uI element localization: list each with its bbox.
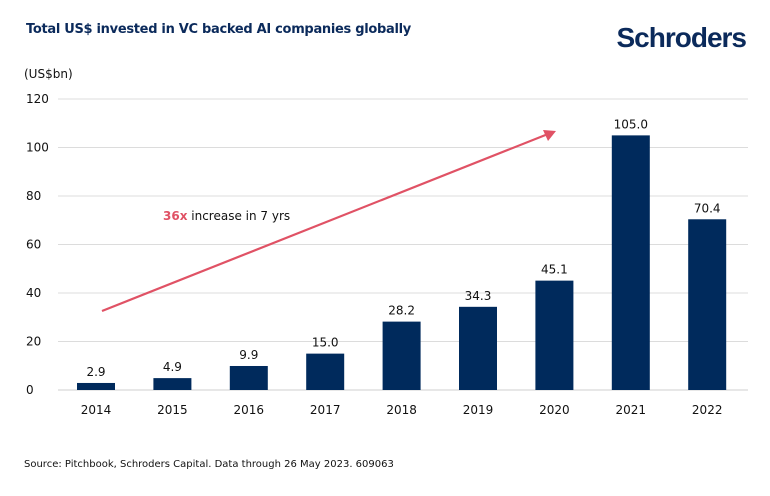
y-tick-label: 80 [26,189,41,203]
bar-2014 [77,382,115,390]
data-label: 70.4 [694,201,721,215]
y-axis-unit-label: (US$bn) [24,67,73,81]
data-label: 2.9 [86,365,105,379]
x-tick-label: 2021 [616,403,647,417]
y-tick-label: 0 [26,383,34,397]
data-label: 28.2 [388,304,415,318]
data-label: 34.3 [465,289,492,303]
source-note: Source: Pitchbook, Schroders Capital. Da… [24,459,394,470]
arrow-head-icon [543,130,556,141]
data-label: 45.1 [541,263,568,277]
bar-2015 [153,378,192,390]
data-label: 105.0 [614,117,648,131]
x-tick-label: 2017 [310,403,341,417]
x-tick-label: 2018 [386,403,417,417]
bar-2020 [535,280,574,390]
y-tick-label: 20 [26,335,41,349]
bar-2016 [229,365,268,390]
bar-2019 [459,306,497,390]
data-label: 4.9 [163,360,182,374]
data-label: 15.0 [312,336,339,350]
x-tick-label: 2020 [539,403,570,417]
y-tick-label: 120 [26,92,49,106]
chart-title: Total US$ invested in VC backed AI compa… [26,22,411,37]
y-tick-label: 100 [26,141,49,155]
x-tick-label: 2022 [692,403,723,417]
growth-annotation: 36x increase in 7 yrs [163,209,290,223]
bar-2018 [382,321,421,390]
growth-text: increase in 7 yrs [187,209,291,223]
growth-multiple: 36x [163,209,188,223]
data-label: 9.9 [239,348,258,362]
x-tick-label: 2019 [463,403,494,417]
x-tick-label: 2015 [157,403,188,417]
y-tick-label: 40 [26,286,41,300]
bar-2021 [611,135,650,390]
bar-2017 [306,353,345,390]
trend-arrow-line [101,132,549,313]
y-tick-label: 60 [26,238,41,252]
schroders-logo: Schroders [616,22,747,53]
x-tick-label: 2014 [81,403,112,417]
bar-2022 [688,219,727,390]
x-tick-label: 2016 [234,403,265,417]
